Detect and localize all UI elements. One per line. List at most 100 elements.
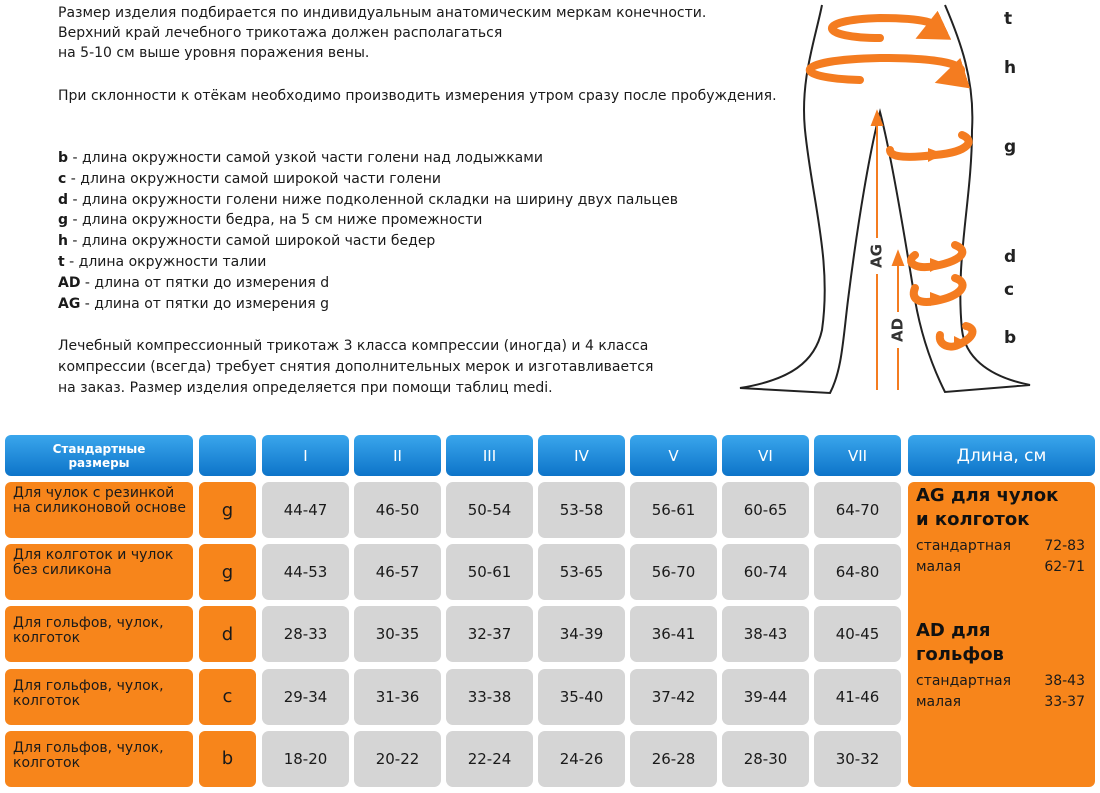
header-blank <box>199 435 256 476</box>
size-value: 64-70 <box>814 482 901 538</box>
legend-line: h - длина окружности самой широкой части… <box>58 233 435 249</box>
size-value: 28-30 <box>722 730 809 787</box>
intro-line: на 5-10 см выше уровня поражения вены. <box>58 45 370 61</box>
size-header: III <box>446 435 533 476</box>
label-bg <box>866 238 888 274</box>
legend-key: c <box>58 170 67 187</box>
row-label: Для колготок и чулок без силикона <box>5 544 193 601</box>
legend-text: - длина окружности голени ниже подколенн… <box>68 191 678 208</box>
size-value: 37-42 <box>630 668 717 725</box>
size-value: 64-80 <box>814 544 901 601</box>
size-value: 35-40 <box>538 668 625 725</box>
size-value: 38-43 <box>722 606 809 663</box>
size-value: 26-28 <box>630 730 717 787</box>
size-value: 30-32 <box>814 730 901 787</box>
legend-text: - длина окружности самой широкой части г… <box>66 170 441 187</box>
size-value: 50-54 <box>446 482 533 538</box>
size-value: 32-37 <box>446 606 533 663</box>
size-header: VII <box>814 435 901 476</box>
size-value: 31-36 <box>354 668 441 725</box>
length-title: и колготок <box>916 509 1030 530</box>
legend-line: t - длина окружности талии <box>58 254 266 270</box>
length-name: малая <box>916 694 962 710</box>
legend-text: - длина от пятки до измерения g <box>80 295 330 312</box>
row-key: b <box>199 730 256 787</box>
intro-line: Верхний край лечебного трикотажа должен … <box>58 25 503 41</box>
row-label: Для чулок с резинкой на силиконовой осно… <box>5 482 193 538</box>
row-label: Для гольфов, чулок, колготок <box>5 730 193 787</box>
size-value: 44-53 <box>262 544 349 601</box>
legend-text: - длина от пятки до измерения d <box>80 274 330 291</box>
size-value: 56-61 <box>630 482 717 538</box>
size-header: II <box>354 435 441 476</box>
size-value: 56-70 <box>630 544 717 601</box>
note-line: компрессии (всегда) требует снятия допол… <box>58 359 654 375</box>
point-label: d <box>1004 247 1016 267</box>
legend-key: t <box>58 254 65 270</box>
length-range: 72-83 <box>1044 538 1085 554</box>
size-value: 50-61 <box>446 544 533 601</box>
size-value: 22-24 <box>446 730 533 787</box>
length-range: 33-37 <box>1044 694 1085 710</box>
legend-key: AD <box>58 274 81 291</box>
table-header: Стандартные размеры <box>5 435 193 476</box>
length-range: 38-43 <box>1044 673 1085 689</box>
row-key: d <box>199 606 256 663</box>
size-value: 41-46 <box>814 668 901 725</box>
length-name: стандартная <box>916 673 1012 689</box>
size-value: 60-65 <box>722 482 809 538</box>
leg-diagram: t h g dc b AG AD <box>739 4 1031 395</box>
leg-outline <box>739 4 1031 395</box>
point-label: b <box>1004 328 1016 348</box>
legend-key: AG <box>58 295 81 312</box>
size-header: VI <box>722 435 809 476</box>
size-value: 44-47 <box>262 482 349 538</box>
legend-text: - длина окружности талии <box>64 254 267 270</box>
legend-line: AG - длина от пятки до измерения g <box>58 296 329 312</box>
label-bg <box>887 312 909 348</box>
intro-line: Размер изделия подбирается по индивидуал… <box>58 5 707 21</box>
size-value: 34-39 <box>538 606 625 663</box>
size-value: 60-74 <box>722 544 809 601</box>
length-title: гольфов <box>916 644 1004 665</box>
size-value: 36-41 <box>630 606 717 663</box>
size-header: IV <box>538 435 625 476</box>
length-title: AD для <box>916 620 991 641</box>
legend-line: c - длина окружности самой широкой части… <box>58 171 441 187</box>
size-value: 30-35 <box>354 606 441 663</box>
size-value: 28-33 <box>262 606 349 663</box>
note-line: на заказ. Размер изделия определяется пр… <box>58 380 553 396</box>
legend-key: b <box>58 150 69 166</box>
legend-line: d - длина окружности голени ниже подколе… <box>58 192 678 208</box>
legend-key: g <box>58 212 69 229</box>
length-panel: AG для чулок и колготок стандартная 72-83 ма… <box>908 482 1095 787</box>
size-header: I <box>262 435 349 476</box>
point-label: g <box>1004 137 1016 157</box>
axis-label: AG <box>868 244 886 268</box>
legend-key: h <box>58 233 68 250</box>
length-header: Длина, см <box>908 435 1095 476</box>
length-range: 62-71 <box>1044 559 1085 575</box>
size-value: 46-50 <box>354 482 441 538</box>
legend-text: - длина окружности бедра, на 5 см ниже п… <box>68 212 483 229</box>
size-header: V <box>630 435 717 476</box>
row-key: g <box>199 482 256 538</box>
size-value: 40-45 <box>814 606 901 663</box>
legend-line: b - длина окружности самой узкой части г… <box>58 150 543 166</box>
legend-text: - длина окружности самой узкой части гол… <box>68 150 543 166</box>
axis-label: AD <box>889 318 907 342</box>
size-value: 53-58 <box>538 482 625 538</box>
row-label: Для гольфов, чулок, колготок <box>5 668 193 725</box>
size-value: 46-57 <box>354 544 441 601</box>
arrow-heads <box>928 148 966 350</box>
size-value: 33-38 <box>446 668 533 725</box>
legend-key: d <box>58 191 69 208</box>
length-name: стандартная <box>916 538 1012 554</box>
size-value: 24-26 <box>538 730 625 787</box>
length-title: AG для чулок <box>916 485 1059 506</box>
size-value: 53-65 <box>538 544 625 601</box>
size-value: 29-34 <box>262 668 349 725</box>
legend-line: g - длина окружности бедра, на 5 см ниже… <box>58 212 482 228</box>
size-value: 20-22 <box>354 730 441 787</box>
